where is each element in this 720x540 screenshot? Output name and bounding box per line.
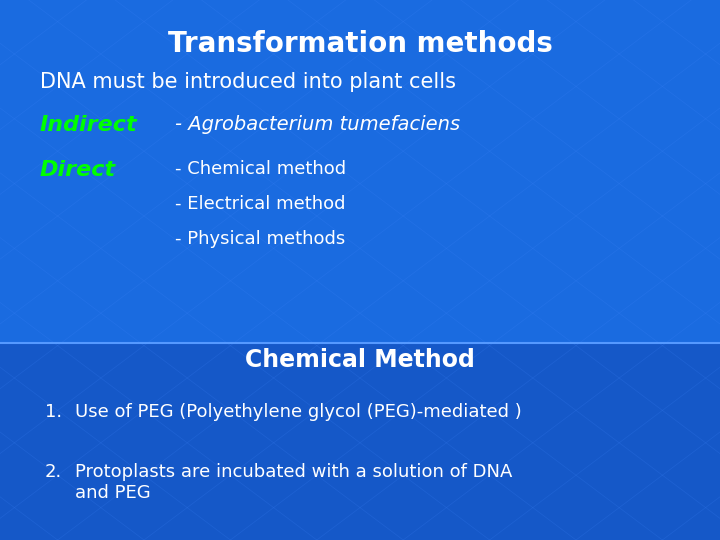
Text: 1.: 1. bbox=[45, 403, 62, 421]
Text: Direct: Direct bbox=[40, 160, 116, 180]
Text: DNA must be introduced into plant cells: DNA must be introduced into plant cells bbox=[40, 72, 456, 92]
Text: - Agrobacterium tumefaciens: - Agrobacterium tumefaciens bbox=[175, 115, 460, 134]
Text: 2.: 2. bbox=[45, 463, 62, 481]
Text: Use of PEG (Polyethylene glycol (PEG)-mediated ): Use of PEG (Polyethylene glycol (PEG)-me… bbox=[75, 403, 522, 421]
Text: - Electrical method: - Electrical method bbox=[175, 195, 346, 213]
Text: Protoplasts are incubated with a solution of DNA
and PEG: Protoplasts are incubated with a solutio… bbox=[75, 463, 513, 502]
Text: Transformation methods: Transformation methods bbox=[168, 30, 552, 58]
Bar bbox=[0, 0, 720, 343]
Bar bbox=[0, 343, 720, 540]
Text: Chemical Method: Chemical Method bbox=[245, 348, 475, 372]
Text: Indirect: Indirect bbox=[40, 115, 138, 135]
Text: - Physical methods: - Physical methods bbox=[175, 230, 346, 248]
Text: - Chemical method: - Chemical method bbox=[175, 160, 346, 178]
